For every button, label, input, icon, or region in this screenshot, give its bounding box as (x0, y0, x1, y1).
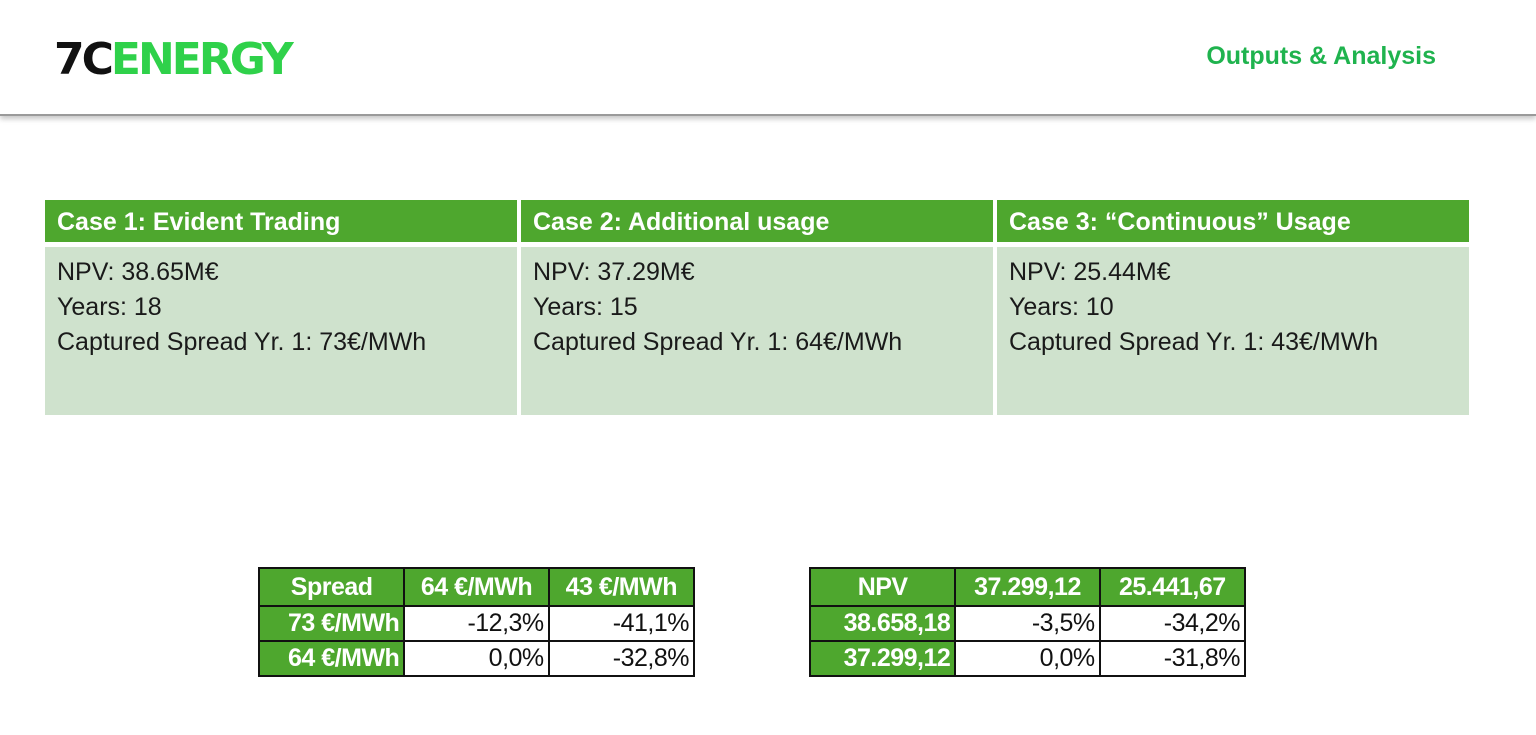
page-header: 7CENERGY Outputs & Analysis (0, 0, 1536, 116)
case-3-card: Case 3: “Continuous” Usage NPV: 25.44M€ … (997, 200, 1469, 415)
table-corner-label: Spread (257, 567, 406, 607)
table-row: 64 €/MWh 0,0% -32,8% (257, 640, 696, 677)
table-cell: -31,8% (1098, 640, 1247, 677)
table-cell: -41,1% (547, 605, 696, 642)
case-1-years: Years: 18 (57, 293, 162, 321)
case-3-npv: NPV: 25.44M€ (1009, 258, 1171, 286)
case-2-card: Case 2: Additional usage NPV: 37.29M€ Ye… (521, 200, 993, 415)
column-header: 25.441,67 (1098, 567, 1247, 607)
case-3-body: NPV: 25.44M€ Years: 10 Captured Spread Y… (997, 247, 1469, 415)
column-header: 64 €/MWh (403, 567, 550, 607)
table-cell: -34,2% (1098, 605, 1247, 642)
table-row: 38.658,18 -3,5% -34,2% (808, 605, 1247, 642)
table-cell: -3,5% (954, 605, 1101, 642)
case-1-spread: Captured Spread Yr. 1: 73€/MWh (57, 328, 427, 356)
spread-sensitivity-table: Spread 64 €/MWh 43 €/MWh 73 €/MWh -12,3%… (257, 567, 696, 677)
case-1-title: Case 1: Evident Trading (45, 200, 517, 242)
case-2-npv: NPV: 37.29M€ (533, 258, 695, 286)
table-cell: -12,3% (403, 605, 550, 642)
case-3-years: Years: 10 (1009, 293, 1114, 321)
logo-wordmark: ENERGY (110, 34, 294, 85)
case-2-spread: Captured Spread Yr. 1: 64€/MWh (533, 328, 903, 356)
table-header-row: NPV 37.299,12 25.441,67 (808, 567, 1247, 607)
column-header: 37.299,12 (954, 567, 1101, 607)
case-3-spread: Captured Spread Yr. 1: 43€/MWh (1009, 328, 1379, 356)
case-1-body: NPV: 38.65M€ Years: 18 Captured Spread Y… (45, 247, 517, 415)
case-2-years: Years: 15 (533, 293, 638, 321)
case-3-title: Case 3: “Continuous” Usage (997, 200, 1469, 242)
npv-sensitivity-table: NPV 37.299,12 25.441,67 38.658,18 -3,5% … (808, 567, 1247, 677)
case-1-npv: NPV: 38.65M€ (57, 258, 219, 286)
case-1-card: Case 1: Evident Trading NPV: 38.65M€ Yea… (45, 200, 517, 415)
logo-mark: 7C (54, 34, 114, 85)
row-header: 38.658,18 (808, 605, 957, 642)
table-header-row: Spread 64 €/MWh 43 €/MWh (257, 567, 696, 607)
table-cell: -32,8% (547, 640, 696, 677)
row-header: 73 €/MWh (257, 605, 406, 642)
case-2-body: NPV: 37.29M€ Years: 15 Captured Spread Y… (521, 247, 993, 415)
table-row: 37.299,12 0,0% -31,8% (808, 640, 1247, 677)
row-header: 37.299,12 (808, 640, 957, 677)
table-corner-label: NPV (808, 567, 957, 607)
row-header: 64 €/MWh (257, 640, 406, 677)
company-logo: 7CENERGY (54, 32, 294, 88)
column-header: 43 €/MWh (547, 567, 696, 607)
table-row: 73 €/MWh -12,3% -41,1% (257, 605, 696, 642)
section-title: Outputs & Analysis (1206, 42, 1436, 70)
cases-panel: Case 1: Evident Trading NPV: 38.65M€ Yea… (45, 200, 1469, 415)
table-cell: 0,0% (954, 640, 1101, 677)
case-2-title: Case 2: Additional usage (521, 200, 993, 242)
table-cell: 0,0% (403, 640, 550, 677)
